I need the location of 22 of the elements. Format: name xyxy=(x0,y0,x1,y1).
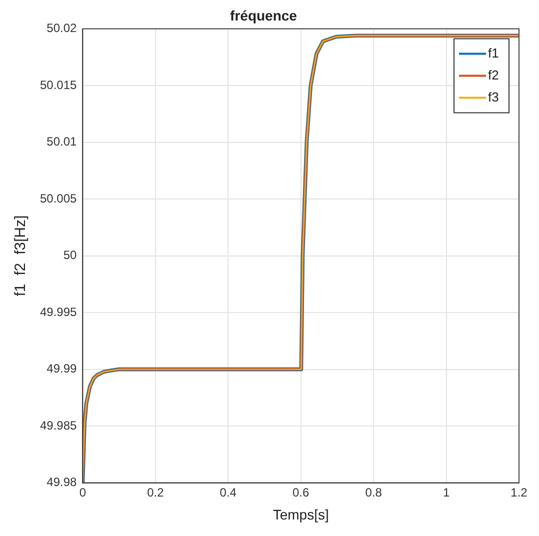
y-axis-title: f1 f2 f3[Hz] xyxy=(12,215,30,296)
y-tick-label: 50 xyxy=(63,248,78,262)
y-tick-label: 50.01 xyxy=(46,134,78,149)
y-tick-label: 50.02 xyxy=(46,21,78,36)
x-tick-label: 1 xyxy=(442,485,450,500)
y-tick-label: 50.005 xyxy=(40,191,78,206)
x-tick-label: 0 xyxy=(79,485,86,500)
y-tick-label: 49.98 xyxy=(46,475,78,490)
x-tick-label: 0.4 xyxy=(220,485,237,500)
legend-label: f2 xyxy=(488,67,499,82)
x-tick-label: 1.2 xyxy=(510,485,528,500)
y-tick-label: 49.995 xyxy=(40,304,78,319)
x-tick-label: 0.6 xyxy=(292,485,310,500)
y-tick-label: 49.99 xyxy=(46,362,78,376)
y-tick-label: 49.985 xyxy=(40,418,78,432)
x-tick-label: 0.8 xyxy=(365,485,382,500)
y-tick-label: 50.015 xyxy=(40,78,78,92)
x-tick-label: 0.2 xyxy=(147,485,164,500)
legend-label: f3 xyxy=(488,89,499,104)
legend-label: f1 xyxy=(488,45,499,60)
chart-title: fréquence xyxy=(230,7,298,24)
x-axis-title: Temps[s] xyxy=(272,506,329,522)
